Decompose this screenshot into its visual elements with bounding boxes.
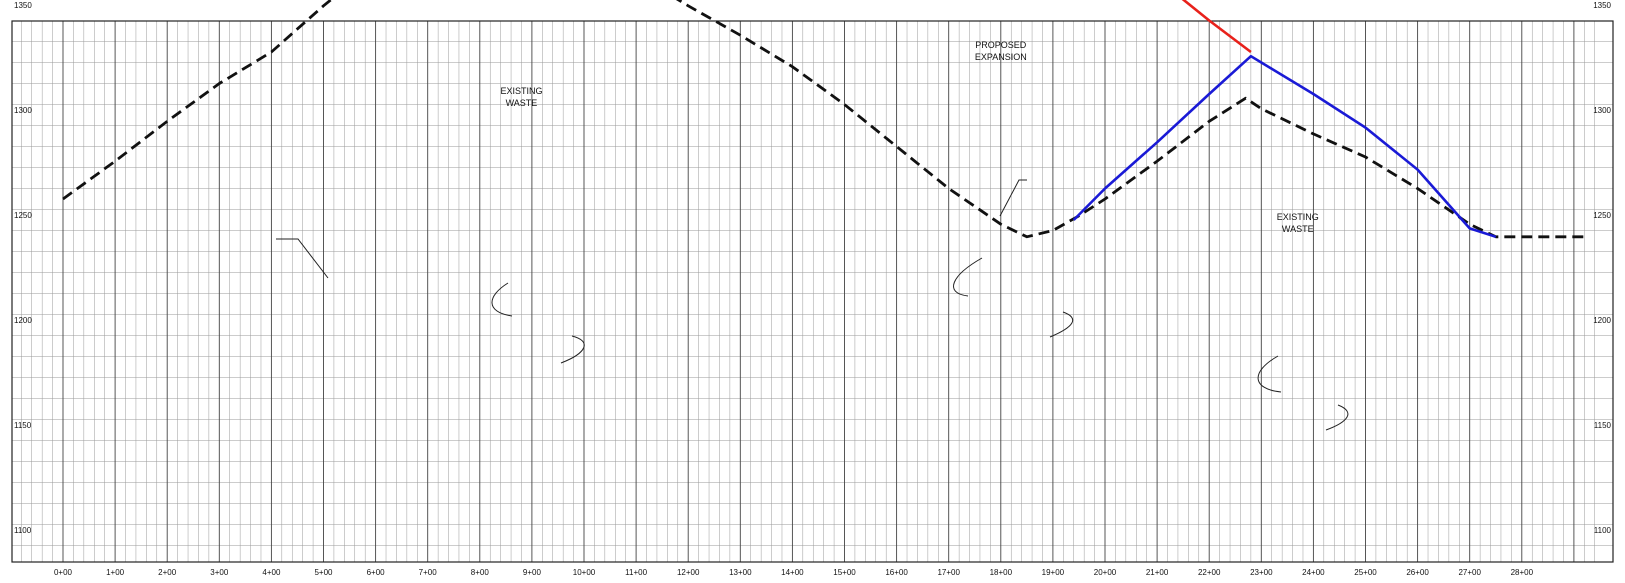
x-tick-label: 9+00 xyxy=(523,568,542,577)
y-tick-label-right: 1300 xyxy=(1593,106,1611,115)
major-grid xyxy=(62,21,1575,562)
y-axis-labels: 1100 1100 1150 1150 1200 1200 1250 1250 1300 1300… xyxy=(14,1,1612,535)
annotation-text-existing-waste-right: EXISTING xyxy=(1277,212,1319,222)
series-line-existing xyxy=(62,0,1585,239)
arrow-proposed-expansion-down xyxy=(1049,311,1074,338)
x-tick-label: 17+00 xyxy=(937,568,960,577)
x-tick-label: 1+00 xyxy=(106,568,125,577)
x-tick-label: 8+00 xyxy=(471,568,490,577)
x-tick-label: 15+00 xyxy=(833,568,856,577)
x-tick-label: 27+00 xyxy=(1458,568,1481,577)
x-tick-label: 2+00 xyxy=(158,568,177,577)
x-tick-label: 13+00 xyxy=(729,568,752,577)
annotation-proposed-expansion: PROPOSED EXPANSION xyxy=(975,40,1027,62)
arrow-existing-waste-left-up xyxy=(491,282,513,317)
annotations: EXISTINGFINAL COVEREXISTINGWASTEPROPOSED… xyxy=(500,40,1319,234)
leader-lines xyxy=(276,179,1349,431)
leader-existing-final-cover xyxy=(276,238,329,279)
y-tick-label-left: 1150 xyxy=(14,421,32,430)
x-tick-label: 22+00 xyxy=(1198,568,1221,577)
x-tick-label: 6+00 xyxy=(367,568,386,577)
y-tick-label-right: 1250 xyxy=(1593,211,1611,220)
annotation-text-existing-waste-left: WASTE xyxy=(506,98,538,108)
x-tick-label: 7+00 xyxy=(419,568,438,577)
y-tick-label-right: 1350 xyxy=(1593,1,1611,10)
x-tick-label: 21+00 xyxy=(1146,568,1169,577)
series-group xyxy=(62,0,1585,239)
x-tick-label: 24+00 xyxy=(1302,568,1325,577)
y-tick-label-left: 1200 xyxy=(14,316,32,325)
y-tick-label-left: 1300 xyxy=(14,106,32,115)
x-tick-label: 16+00 xyxy=(885,568,908,577)
x-tick-label: 25+00 xyxy=(1354,568,1377,577)
x-tick-label: 3+00 xyxy=(210,568,229,577)
x-tick-label: 14+00 xyxy=(781,568,804,577)
x-tick-label: 19+00 xyxy=(1042,568,1065,577)
annotation-existing-waste-right: EXISTING WASTE xyxy=(1277,212,1319,234)
x-tick-label: 23+00 xyxy=(1250,568,1273,577)
x-tick-label: 20+00 xyxy=(1094,568,1117,577)
annotation-text-existing-waste-left: EXISTING xyxy=(500,86,542,96)
y-tick-label-left: 1350 xyxy=(14,1,32,10)
minor-grid xyxy=(12,21,1613,562)
series-line-existing-waste-right xyxy=(1072,54,1497,239)
y-tick-label-right: 1200 xyxy=(1593,316,1611,325)
x-tick-label: 10+00 xyxy=(573,568,596,577)
arrow-proposed-expansion-up xyxy=(953,257,983,297)
x-tick-label: 4+00 xyxy=(262,568,281,577)
x-tick-label: 12+00 xyxy=(677,568,700,577)
arrow-existing-waste-left-down xyxy=(560,335,585,364)
x-tick-label: 5+00 xyxy=(314,568,333,577)
y-tick-label-left: 1100 xyxy=(14,526,32,535)
annotation-text-existing-waste-right: WASTE xyxy=(1282,224,1314,234)
leader-proposed-final-grade xyxy=(999,179,1027,217)
y-tick-label-left: 1250 xyxy=(14,211,32,220)
annotation-existing-waste-left: EXISTING WASTE xyxy=(500,86,542,108)
x-tick-label: 0+00 xyxy=(54,568,73,577)
y-tick-label-right: 1150 xyxy=(1594,421,1612,430)
x-tick-label: 18+00 xyxy=(990,568,1013,577)
arrow-existing-waste-right-down xyxy=(1325,404,1349,431)
annotation-text-proposed-expansion: PROPOSED xyxy=(975,40,1027,50)
plot-frame xyxy=(11,20,1614,563)
x-tick-label: 28+00 xyxy=(1511,568,1534,577)
annotation-text-proposed-expansion: EXPANSION xyxy=(975,52,1027,62)
x-axis-labels: 0+00 1+00 2+00 3+00 4+00 5+00 6+00 7+00 8+00 9+00… xyxy=(54,568,1534,577)
y-tick-label-right: 1100 xyxy=(1594,526,1612,535)
x-tick-label: 26+00 xyxy=(1406,568,1429,577)
arrow-existing-waste-right-up xyxy=(1257,355,1282,393)
x-tick-label: 11+00 xyxy=(625,568,647,577)
